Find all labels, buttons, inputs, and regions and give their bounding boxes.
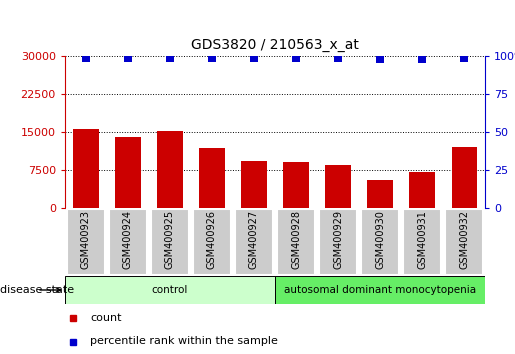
Point [250,55,258,60]
Text: autosomal dominant monocytopenia: autosomal dominant monocytopenia [284,285,476,295]
Point [124,55,132,60]
Point [334,55,342,60]
Bar [242,161,267,208]
Bar [360,209,400,275]
Bar [115,137,141,208]
Bar [275,276,485,304]
Bar [66,209,105,275]
Text: GSM400927: GSM400927 [249,210,259,269]
Point [208,55,216,60]
Text: GSM400929: GSM400929 [333,210,343,269]
Bar [452,147,477,208]
Bar [403,209,441,275]
Point [292,55,300,60]
Text: GSM400930: GSM400930 [375,210,385,269]
Bar [73,130,98,208]
Bar [158,131,182,208]
Bar [325,165,351,208]
Text: GSM400928: GSM400928 [291,210,301,269]
Bar [368,180,392,208]
Bar [283,162,308,208]
Text: control: control [152,285,188,295]
Point [82,55,90,60]
Bar [235,209,273,275]
Text: GSM400923: GSM400923 [81,210,91,269]
Text: GSM400925: GSM400925 [165,210,175,269]
Title: GDS3820 / 210563_x_at: GDS3820 / 210563_x_at [191,38,359,52]
Text: GSM400931: GSM400931 [417,210,427,269]
Text: count: count [90,313,122,323]
Bar [445,209,484,275]
Text: disease state: disease state [0,285,74,295]
Point [460,55,468,60]
Bar [319,209,357,275]
Bar [150,209,190,275]
Point [418,56,426,62]
Text: GSM400926: GSM400926 [207,210,217,269]
Bar [193,209,231,275]
Text: percentile rank within the sample: percentile rank within the sample [90,337,278,347]
Text: GSM400932: GSM400932 [459,210,469,269]
Bar [65,276,275,304]
Text: GSM400924: GSM400924 [123,210,133,269]
Bar [109,209,147,275]
Point [166,55,174,60]
Bar [277,209,315,275]
Point [376,56,384,62]
Bar [409,172,435,208]
Bar [199,148,225,208]
